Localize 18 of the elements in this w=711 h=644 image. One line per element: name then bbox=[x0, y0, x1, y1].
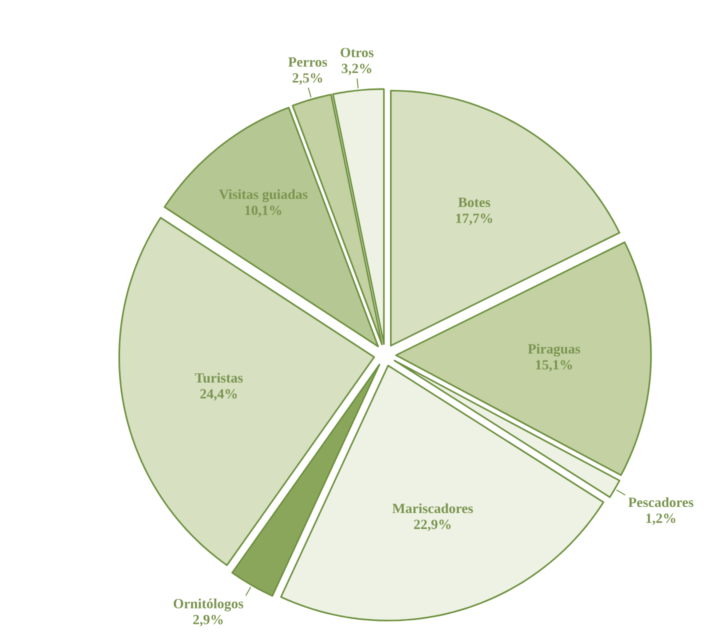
slice-label: Botes bbox=[458, 198, 490, 208]
data-label: 24,4% bbox=[200, 389, 237, 401]
slice-label: Pescadores bbox=[628, 497, 694, 508]
data-label: 2,9% bbox=[193, 614, 223, 626]
slice-label: Perros bbox=[288, 57, 328, 67]
slice-label: Turistas bbox=[194, 372, 243, 383]
data-label: 22,9% bbox=[414, 520, 451, 532]
data-label: 1,2% bbox=[646, 514, 676, 525]
slice-label: Otros bbox=[340, 48, 374, 58]
data-label: 3,2% bbox=[342, 64, 372, 76]
slice-label: Piraguas bbox=[528, 344, 580, 357]
slice-label: Mariscadores bbox=[392, 503, 473, 514]
data-label: 17,7% bbox=[456, 214, 492, 225]
data-label: 2,5% bbox=[292, 73, 322, 85]
slice-label: Visitas guiadas bbox=[218, 189, 308, 202]
data-label: 10,1% bbox=[245, 206, 282, 218]
slice-label: Ornitólogos bbox=[174, 598, 244, 612]
data-label: 15,1% bbox=[536, 360, 572, 372]
